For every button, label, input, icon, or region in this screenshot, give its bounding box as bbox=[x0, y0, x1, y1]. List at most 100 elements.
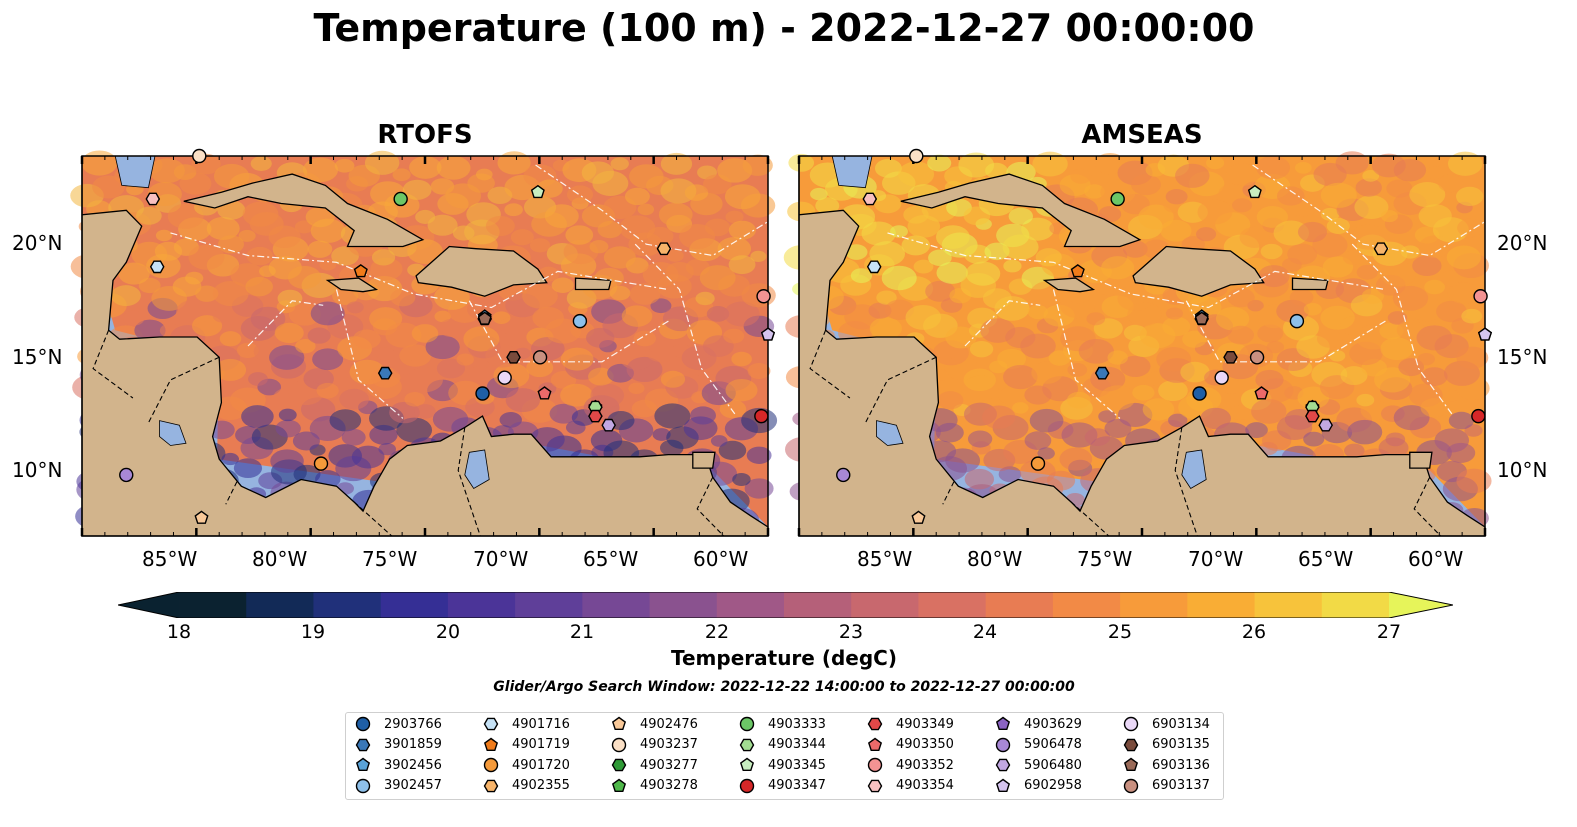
legend-label: 4901720 bbox=[512, 757, 570, 773]
rtofs-map[interactable] bbox=[70, 148, 778, 537]
legend-label: 4903237 bbox=[640, 737, 698, 752]
hexagon-marker-icon bbox=[611, 758, 627, 772]
colorbar-tick-25: 25 bbox=[1107, 621, 1133, 643]
platform-marker-3902457[interactable] bbox=[1289, 313, 1305, 329]
legend-item: 4903237 bbox=[610, 736, 698, 754]
pentagon-marker-icon bbox=[1123, 757, 1139, 772]
pentagon-marker-icon bbox=[995, 716, 1011, 731]
colorbar-bin bbox=[784, 592, 852, 618]
platform-marker-4903237[interactable] bbox=[909, 148, 924, 164]
platform-marker-6903134[interactable] bbox=[1214, 370, 1229, 385]
platform-marker-4903347[interactable] bbox=[754, 408, 769, 424]
platform-marker-6903134[interactable] bbox=[497, 370, 512, 385]
platform-marker-4902355[interactable] bbox=[656, 242, 672, 256]
platform-marker-4903352[interactable] bbox=[756, 289, 771, 304]
platform-marker-6903136[interactable] bbox=[477, 311, 492, 325]
platform-marker-5906480[interactable] bbox=[1318, 418, 1334, 432]
platform-marker-4901720[interactable] bbox=[313, 456, 329, 471]
platform-marker-2903766[interactable] bbox=[1192, 386, 1207, 401]
platform-marker-4903345[interactable] bbox=[1247, 184, 1262, 199]
lon-label-75w: 75°W bbox=[1077, 547, 1133, 571]
platform-marker-4901719[interactable] bbox=[353, 264, 368, 278]
platform-marker-4903333[interactable] bbox=[1110, 191, 1125, 207]
hexagon-marker-icon bbox=[483, 717, 499, 731]
lon-label-65w: 65°W bbox=[1298, 547, 1354, 571]
legend-label: 4903345 bbox=[768, 757, 826, 773]
hexagon-marker-icon bbox=[995, 758, 1011, 772]
platform-marker-4902476[interactable] bbox=[194, 510, 209, 524]
platform-marker-4903349[interactable] bbox=[1305, 409, 1320, 423]
circle-marker-icon bbox=[739, 778, 755, 793]
colorbar-bin bbox=[1321, 592, 1390, 618]
legend-item: 4903333 bbox=[738, 715, 826, 733]
legend-label: 3901859 bbox=[384, 737, 442, 752]
platform-marker-4901716[interactable] bbox=[149, 260, 165, 274]
platform-marker-4903350[interactable] bbox=[1254, 386, 1269, 400]
hexagon-marker-icon bbox=[483, 779, 499, 792]
colorbar-bin bbox=[246, 592, 314, 618]
lon-label-85w: 85°W bbox=[142, 547, 198, 571]
platform-marker-4901720[interactable] bbox=[1030, 456, 1046, 471]
platform-marker-4902355[interactable] bbox=[1373, 242, 1389, 256]
colorbar-bin bbox=[1187, 592, 1256, 618]
platform-marker-6902958[interactable] bbox=[1477, 327, 1493, 341]
platform-marker-4903354[interactable] bbox=[862, 192, 878, 206]
hexagon-marker-icon bbox=[867, 779, 883, 792]
colorbar-tick-24: 24 bbox=[972, 621, 998, 643]
legend-label: 6903135 bbox=[1152, 737, 1210, 752]
circle-marker-icon bbox=[611, 737, 627, 752]
colorbar-bin bbox=[985, 592, 1054, 618]
lon-label-80w: 80°W bbox=[967, 547, 1023, 571]
platform-marker-4903349[interactable] bbox=[588, 409, 603, 423]
legend-label: 4902476 bbox=[640, 716, 698, 732]
colorbar-bin bbox=[447, 592, 516, 618]
circle-marker-icon bbox=[995, 737, 1011, 752]
platform-marker-4903354[interactable] bbox=[145, 192, 161, 206]
platform-marker-6903137[interactable] bbox=[1249, 350, 1265, 365]
pentagon-marker-icon bbox=[611, 778, 627, 792]
platform-marker-4903352[interactable] bbox=[1473, 289, 1488, 304]
colorbar-bin bbox=[918, 592, 987, 618]
amseas-map[interactable] bbox=[783, 148, 1493, 537]
platform-marker-4903333[interactable] bbox=[393, 191, 408, 207]
platform-marker-3902457[interactable] bbox=[572, 313, 588, 329]
pentagon-marker-icon bbox=[995, 778, 1011, 792]
colorbar-bin bbox=[649, 592, 718, 618]
legend-label: 4903277 bbox=[640, 757, 698, 773]
map-canvas[interactable] bbox=[783, 148, 1493, 537]
legend-item: 4903349 bbox=[866, 715, 954, 733]
colorbar-bin bbox=[380, 592, 449, 618]
legend-label: 6903137 bbox=[1152, 778, 1210, 793]
colorbar-bin bbox=[716, 592, 785, 618]
colorbar-label: Temperature (degC) bbox=[671, 646, 897, 670]
legend-item: 4903629 bbox=[994, 715, 1082, 733]
platform-marker-5906480[interactable] bbox=[601, 418, 617, 432]
legend-label: 5906480 bbox=[1024, 757, 1082, 773]
platform-marker-4903237[interactable] bbox=[192, 148, 207, 164]
legend-label: 4903352 bbox=[896, 757, 954, 773]
platform-marker-4903350[interactable] bbox=[537, 386, 552, 400]
platform-marker-5906478[interactable] bbox=[119, 467, 134, 483]
platform-marker-6903135[interactable] bbox=[1223, 350, 1238, 364]
legend-label: 4901719 bbox=[512, 737, 570, 752]
legend-item: 5906480 bbox=[994, 756, 1082, 774]
platform-marker-2903766[interactable] bbox=[475, 386, 490, 401]
platform-marker-6903137[interactable] bbox=[532, 350, 548, 365]
legend-item: 6902958 bbox=[994, 777, 1082, 795]
platform-marker-6902958[interactable] bbox=[760, 327, 776, 341]
platform-marker-6903136[interactable] bbox=[1194, 311, 1209, 325]
platform-marker-4902476[interactable] bbox=[911, 510, 926, 524]
lon-label-75w: 75°W bbox=[362, 547, 418, 571]
platform-marker-6903135[interactable] bbox=[506, 350, 521, 364]
pentagon-marker-icon bbox=[867, 737, 883, 751]
platform-marker-4901719[interactable] bbox=[1070, 264, 1085, 278]
circle-marker-icon bbox=[483, 757, 499, 773]
platform-marker-4903347[interactable] bbox=[1471, 408, 1486, 424]
platform-marker-4903345[interactable] bbox=[530, 184, 545, 199]
map-canvas[interactable] bbox=[70, 148, 778, 537]
legend-label: 4901716 bbox=[512, 716, 570, 732]
platform-marker-3901859[interactable] bbox=[377, 366, 393, 380]
platform-marker-3901859[interactable] bbox=[1094, 366, 1110, 380]
platform-marker-5906478[interactable] bbox=[836, 467, 851, 483]
platform-marker-4901716[interactable] bbox=[866, 260, 882, 274]
